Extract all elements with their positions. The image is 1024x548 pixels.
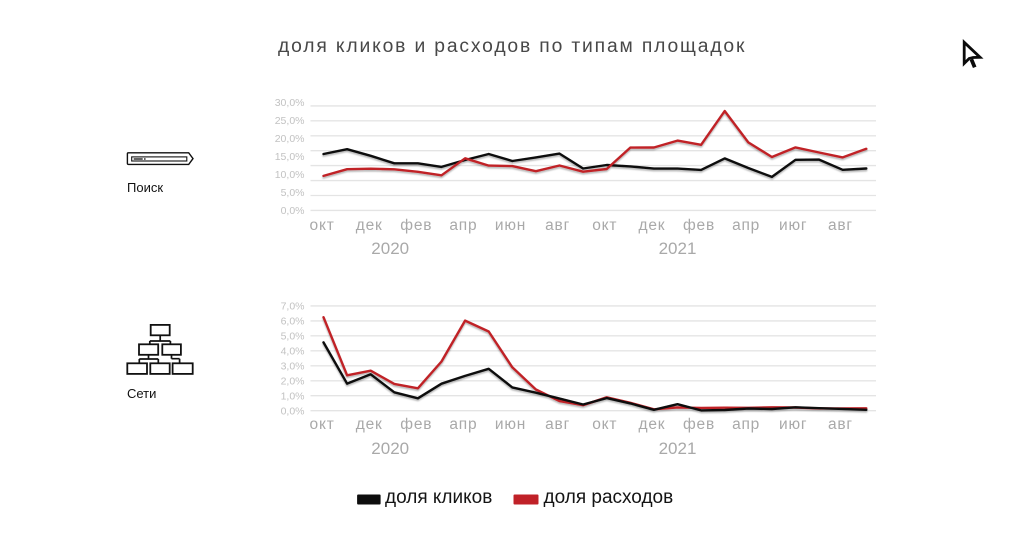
svg-text:5,0%: 5,0% xyxy=(281,330,305,342)
svg-text:дек: дек xyxy=(638,416,665,433)
svg-text:0,0%: 0,0% xyxy=(281,205,305,217)
svg-text:2020: 2020 xyxy=(371,439,409,458)
svg-text:фев: фев xyxy=(400,416,432,433)
svg-text:фев: фев xyxy=(683,217,715,234)
svg-text:2020: 2020 xyxy=(371,239,409,258)
svg-text:апр: апр xyxy=(449,217,477,234)
svg-text:6,0%: 6,0% xyxy=(281,316,305,328)
svg-text:20,0%: 20,0% xyxy=(275,133,305,145)
svg-text:июг: июг xyxy=(779,416,807,433)
svg-text:окт: окт xyxy=(592,416,617,433)
svg-text:10,0%: 10,0% xyxy=(275,169,305,181)
svg-text:окт: окт xyxy=(310,217,335,234)
svg-text:дек: дек xyxy=(638,217,665,234)
svg-text:июн: июн xyxy=(495,217,526,234)
svg-text:авг: авг xyxy=(545,416,570,433)
svg-text:25,0%: 25,0% xyxy=(275,115,305,127)
svg-text:2021: 2021 xyxy=(659,439,697,458)
svg-text:7,0%: 7,0% xyxy=(281,301,305,313)
svg-text:апр: апр xyxy=(732,416,760,433)
svg-text:4,0%: 4,0% xyxy=(281,345,305,357)
svg-text:3,0%: 3,0% xyxy=(281,360,305,372)
svg-text:авг: авг xyxy=(828,416,853,433)
svg-text:авг: авг xyxy=(545,217,570,234)
svg-text:дек: дек xyxy=(356,416,383,433)
svg-text:дек: дек xyxy=(356,217,383,234)
svg-text:5,0%: 5,0% xyxy=(281,187,305,199)
svg-text:0,0%: 0,0% xyxy=(281,405,305,417)
svg-text:авг: авг xyxy=(828,217,853,234)
svg-text:фев: фев xyxy=(400,217,432,234)
svg-text:апр: апр xyxy=(449,416,477,433)
svg-text:2021: 2021 xyxy=(659,239,697,258)
svg-text:2,0%: 2,0% xyxy=(281,375,305,387)
svg-text:апр: апр xyxy=(732,217,760,234)
svg-text:окт: окт xyxy=(310,416,335,433)
svg-text:15,0%: 15,0% xyxy=(275,151,305,163)
svg-text:фев: фев xyxy=(683,416,715,433)
svg-text:окт: окт xyxy=(592,217,617,234)
svg-text:1,0%: 1,0% xyxy=(281,390,305,402)
svg-text:30,0%: 30,0% xyxy=(275,97,305,109)
svg-text:июг: июг xyxy=(779,217,807,234)
svg-text:июн: июн xyxy=(495,416,526,433)
